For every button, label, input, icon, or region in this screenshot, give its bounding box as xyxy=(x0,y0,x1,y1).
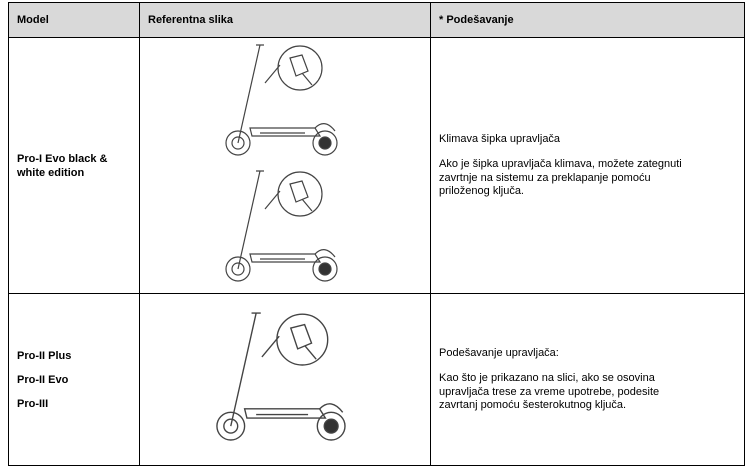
scooter-image xyxy=(220,43,350,163)
header-cell: Referentna slika xyxy=(139,2,431,38)
model-name: Pro-II Plus xyxy=(17,349,72,362)
model-name: Pro-II Evo xyxy=(17,373,69,386)
scooter-image xyxy=(210,305,360,455)
table-row: Pro-I Evo black & white edition Klimava … xyxy=(8,37,745,294)
scooter-image xyxy=(220,169,350,289)
model-cell: Pro-I Evo black & white edition xyxy=(8,37,140,294)
model-name: Pro-III xyxy=(17,397,49,410)
table-row: Pro-II Plus Pro-II Evo Pro-III Podešavan… xyxy=(8,293,745,466)
model-name: Pro-I Evo black & white edition xyxy=(17,152,108,179)
adjustment-text: Kao što je prikazano na slici, ako se os… xyxy=(439,372,660,411)
header-cell: Model xyxy=(8,2,140,38)
image-cell xyxy=(139,293,431,466)
header-row: Model Referentna slika * Podešavanje xyxy=(8,2,745,38)
header-cell: * Podešavanje xyxy=(430,2,745,38)
adjustment-cell: Podešavanje upravljača: Kao što je prika… xyxy=(430,293,745,466)
model-cell: Pro-II Plus Pro-II Evo Pro-III xyxy=(8,293,140,466)
settings-table: Model Referentna slika * Podešavanje Pro… xyxy=(8,2,745,466)
adjustment-title: Podešavanje upravljača: xyxy=(439,346,559,359)
adjustment-text: Ako je šipka upravljača klimava, možete … xyxy=(439,158,682,197)
adjustment-cell: Klimava šipka upravljača Ako je šipka up… xyxy=(430,37,745,294)
image-cell xyxy=(139,37,431,294)
adjustment-title: Klimava šipka upravljača xyxy=(439,132,561,145)
